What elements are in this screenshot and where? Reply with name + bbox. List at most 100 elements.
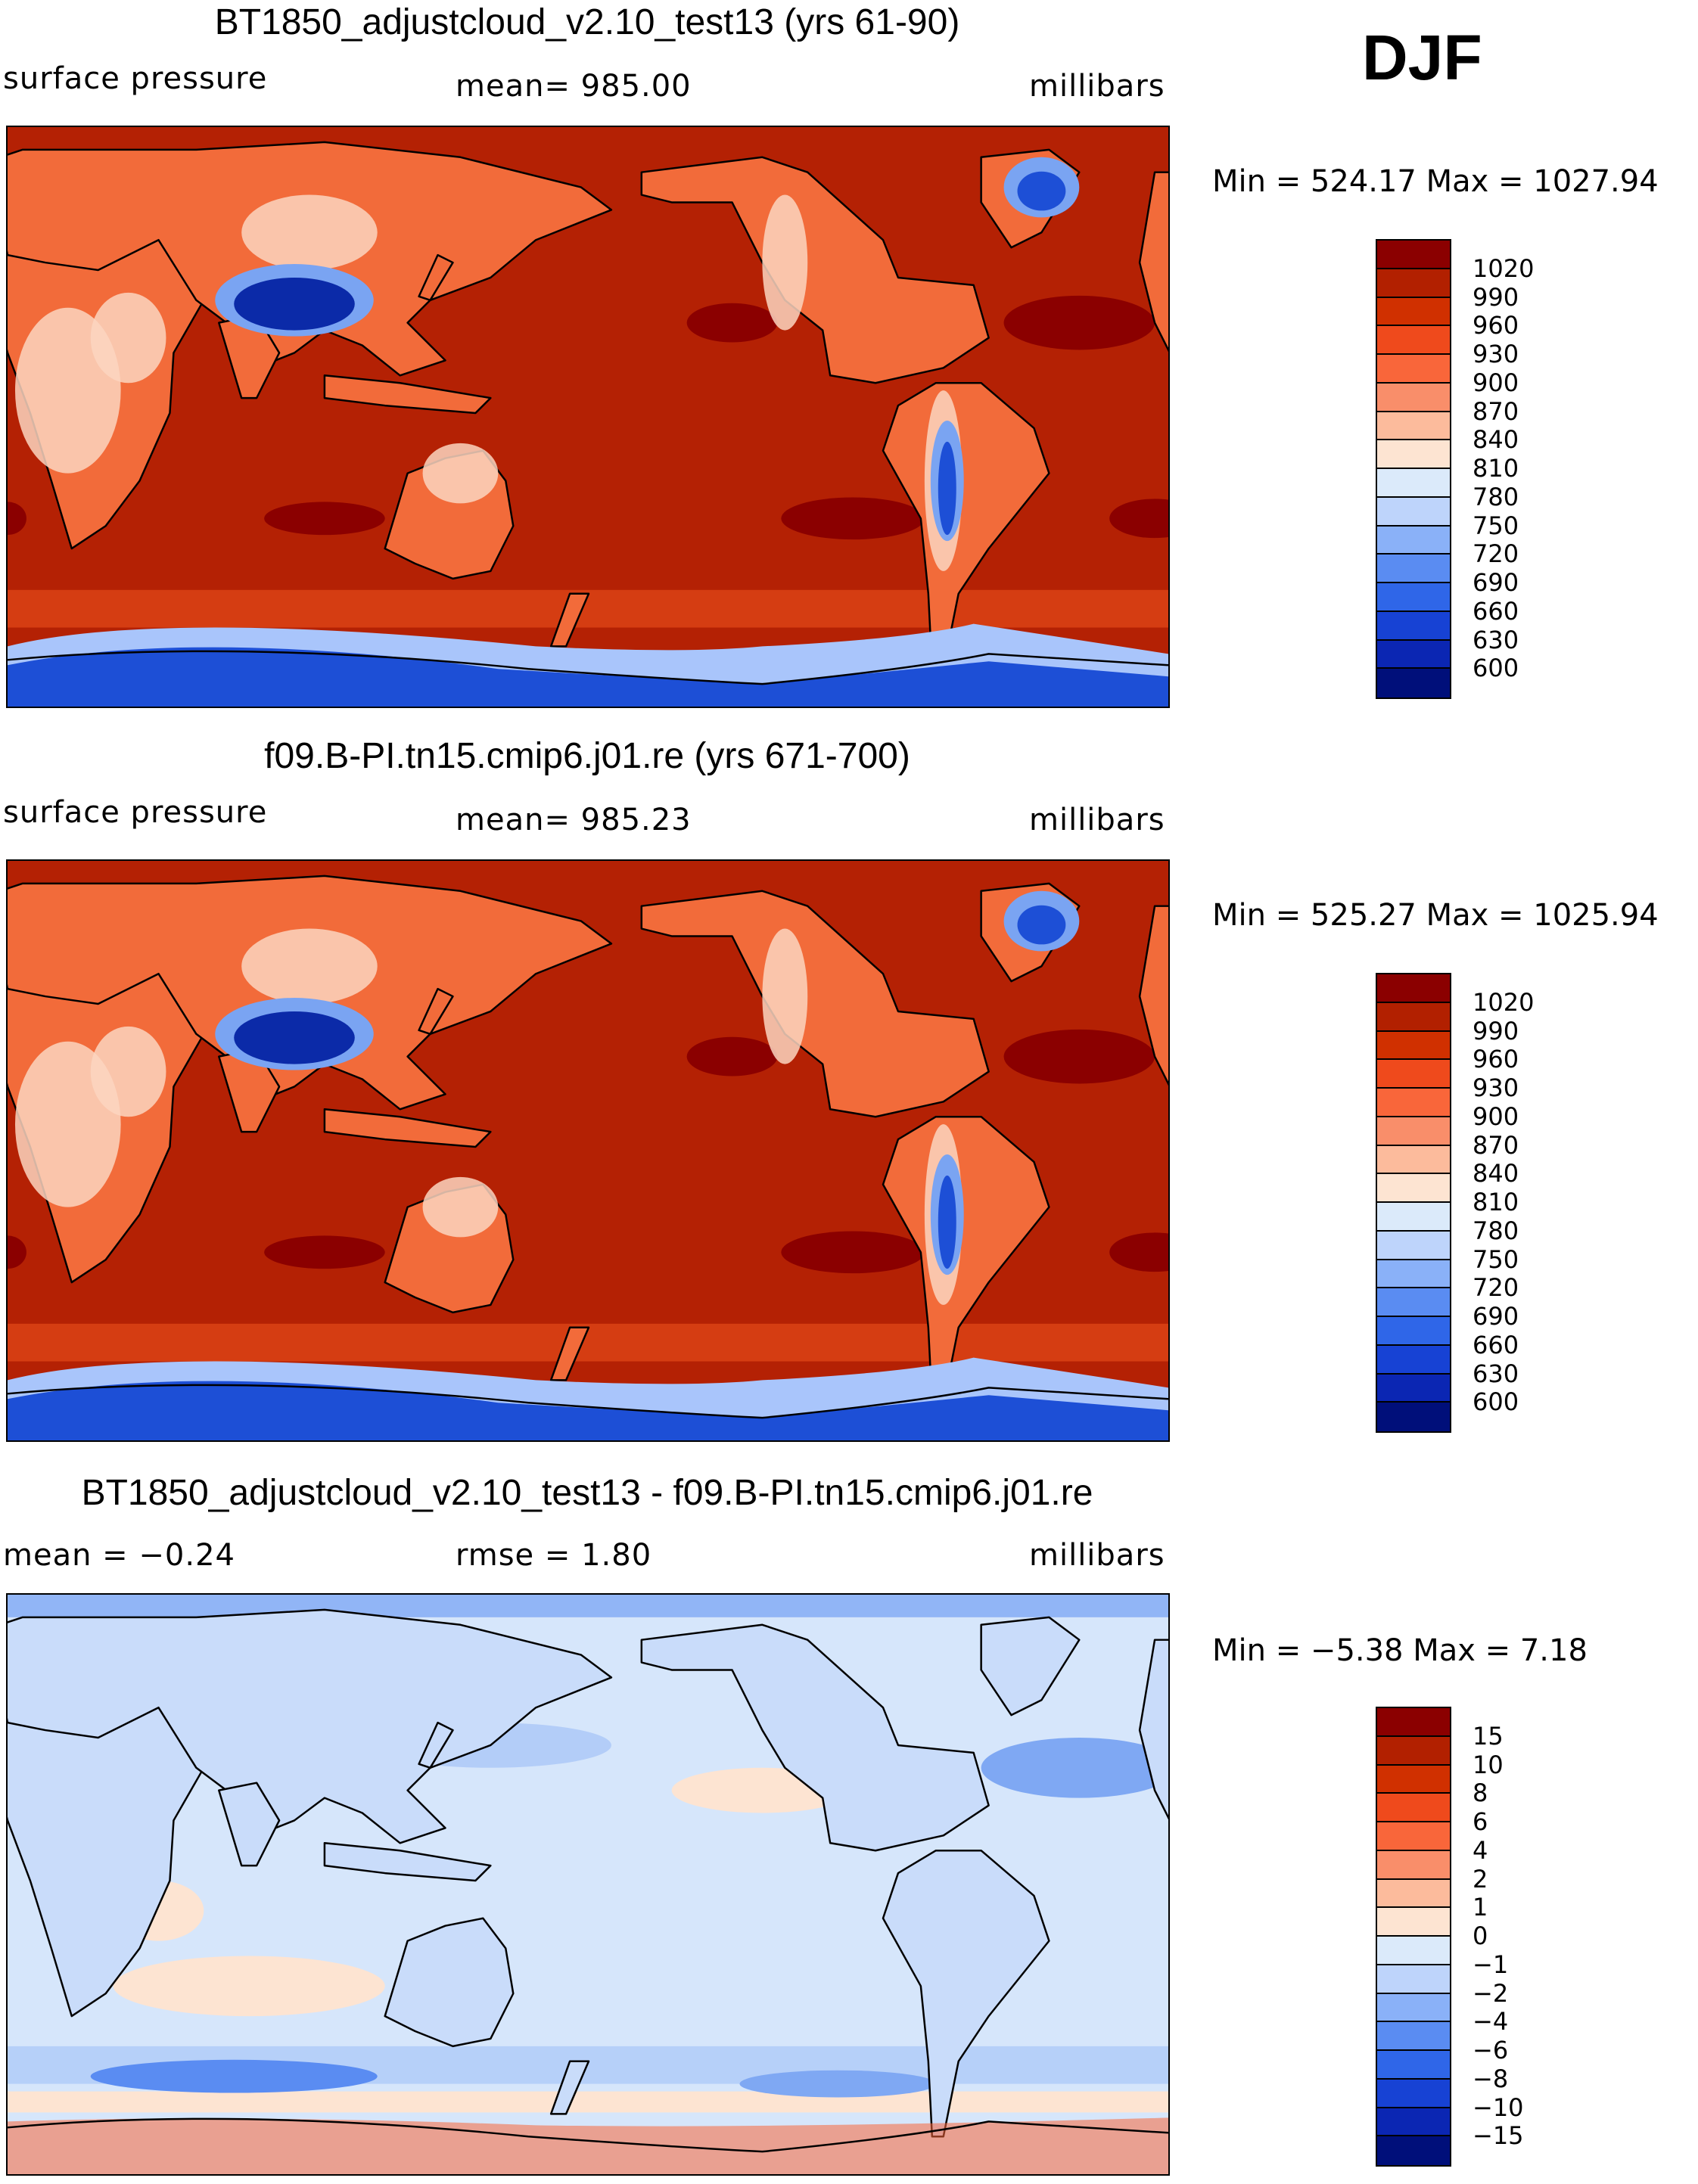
- colorbar-label: 810: [1473, 1188, 1519, 1216]
- colorbar-swatch: [1377, 1993, 1450, 2023]
- panel-1-variable-label: surface pressure: [3, 61, 268, 96]
- panel-3-colorbar: [1376, 1707, 1451, 2167]
- colorbar-label: 15: [1473, 1721, 1504, 1751]
- colorbar-swatch: [1377, 241, 1450, 269]
- season-label: DJF: [1362, 22, 1482, 93]
- colorbar-label: 630: [1473, 625, 1519, 654]
- panel-2-minmax: Min = 525.27 Max = 1025.94: [1212, 898, 1659, 933]
- colorbar-swatch: [1377, 297, 1450, 327]
- colorbar-swatch: [1377, 669, 1450, 697]
- colorbar-swatch: [1377, 1117, 1450, 1146]
- colorbar-swatch: [1377, 640, 1450, 669]
- colorbar-label: 780: [1473, 1216, 1519, 1245]
- colorbar-label: 960: [1473, 1045, 1519, 1074]
- colorbar-swatch: [1377, 583, 1450, 612]
- colorbar-label: 840: [1473, 425, 1519, 455]
- colorbar-swatch: [1377, 1794, 1450, 1822]
- colorbar-swatch: [1377, 1203, 1450, 1232]
- colorbar-swatch: [1377, 269, 1450, 298]
- colorbar-swatch: [1377, 1374, 1450, 1403]
- colorbar-label: 0: [1473, 1921, 1488, 1950]
- colorbar-swatch: [1377, 1822, 1450, 1851]
- panel-3-rmse-label: rmse = 1.80: [456, 1538, 652, 1573]
- colorbar-label: 750: [1473, 1244, 1519, 1274]
- colorbar-label: 750: [1473, 511, 1519, 540]
- colorbar-swatch: [1377, 1031, 1450, 1061]
- panel-3-map: [6, 1593, 1170, 2176]
- colorbar-label: 990: [1473, 282, 1519, 312]
- panel-1-minmax: Min = 524.17 Max = 1027.94: [1212, 164, 1659, 199]
- panel-1-title: BT1850_adjustcloud_v2.10_test13 (yrs 61-…: [214, 2, 960, 42]
- colorbar-label: 660: [1473, 596, 1519, 626]
- colorbar-label: 870: [1473, 396, 1519, 426]
- colorbar-swatch: [1377, 326, 1450, 355]
- colorbar-swatch: [1377, 2108, 1450, 2137]
- colorbar-swatch: [1377, 383, 1450, 412]
- panel-3-units-label: millibars: [1029, 1538, 1165, 1573]
- colorbar-swatch: [1377, 440, 1450, 469]
- colorbar-swatch: [1377, 1002, 1450, 1032]
- colorbar-label: 2: [1473, 1864, 1488, 1894]
- colorbar-swatch: [1377, 1708, 1450, 1737]
- colorbar-swatch: [1377, 1145, 1450, 1175]
- colorbar-label: 1020: [1473, 987, 1535, 1017]
- colorbar-label: 810: [1473, 454, 1519, 483]
- colorbar-label: 4: [1473, 1835, 1488, 1865]
- panel-1-units-label: millibars: [1029, 69, 1165, 104]
- colorbar-swatch: [1377, 526, 1450, 555]
- colorbar-swatch: [1377, 974, 1450, 1003]
- colorbar-label: 10: [1473, 1750, 1504, 1779]
- colorbar-swatch: [1377, 1260, 1450, 1289]
- colorbar-swatch: [1377, 355, 1450, 384]
- colorbar-label: −8: [1473, 2064, 1509, 2093]
- colorbar-label: 1020: [1473, 253, 1535, 283]
- colorbar-swatch: [1377, 1736, 1450, 1766]
- colorbar-swatch: [1377, 2022, 1450, 2051]
- colorbar-label: 900: [1473, 368, 1519, 397]
- panel-2-variable-label: surface pressure: [3, 795, 268, 830]
- colorbar-label: 8: [1473, 1779, 1488, 1808]
- colorbar-swatch: [1377, 2136, 1450, 2165]
- colorbar-label: 780: [1473, 482, 1519, 511]
- colorbar-swatch: [1377, 611, 1450, 641]
- colorbar-swatch: [1377, 1765, 1450, 1794]
- colorbar-label: 720: [1473, 539, 1519, 569]
- colorbar-label: −10: [1473, 2092, 1524, 2122]
- colorbar-label: 990: [1473, 1016, 1519, 1045]
- colorbar-swatch: [1377, 1060, 1450, 1089]
- colorbar-label: 900: [1473, 1101, 1519, 1131]
- colorbar-swatch: [1377, 1879, 1450, 1909]
- colorbar-swatch: [1377, 412, 1450, 441]
- colorbar-label: 840: [1473, 1159, 1519, 1188]
- colorbar-swatch: [1377, 1317, 1450, 1346]
- panel-2-mean-label: mean= 985.23: [456, 803, 692, 837]
- colorbar-label: 660: [1473, 1330, 1519, 1359]
- colorbar-swatch: [1377, 1174, 1450, 1203]
- colorbar-swatch: [1377, 555, 1450, 583]
- colorbar-label: 930: [1473, 1073, 1519, 1102]
- colorbar-swatch: [1377, 1850, 1450, 1880]
- colorbar-label: −15: [1473, 2121, 1524, 2151]
- colorbar-swatch: [1377, 497, 1450, 527]
- colorbar-label: 720: [1473, 1273, 1519, 1303]
- colorbar-label: −2: [1473, 1978, 1509, 2008]
- panel-2-map: [6, 859, 1170, 1442]
- colorbar-label: 630: [1473, 1359, 1519, 1388]
- colorbar-label: −4: [1473, 2007, 1509, 2036]
- colorbar-swatch: [1377, 1288, 1450, 1317]
- panel-1-mean-label: mean= 985.00: [456, 69, 692, 104]
- colorbar-swatch: [1377, 1965, 1450, 1994]
- colorbar-label: 600: [1473, 654, 1519, 683]
- panel-1-colorbar: [1376, 239, 1451, 699]
- panel-1-map: [6, 126, 1170, 708]
- colorbar-swatch: [1377, 2079, 1450, 2108]
- colorbar-label: 6: [1473, 1807, 1488, 1836]
- colorbar-swatch: [1377, 1345, 1450, 1375]
- panel-2-colorbar: [1376, 973, 1451, 1433]
- panel-3-title: BT1850_adjustcloud_v2.10_test13 - f09.B-…: [81, 1473, 1093, 1513]
- colorbar-swatch: [1377, 1937, 1450, 1965]
- panel-2-units-label: millibars: [1029, 803, 1165, 837]
- colorbar-label: 690: [1473, 568, 1519, 597]
- colorbar-swatch: [1377, 1089, 1450, 1117]
- colorbar-swatch: [1377, 1231, 1450, 1260]
